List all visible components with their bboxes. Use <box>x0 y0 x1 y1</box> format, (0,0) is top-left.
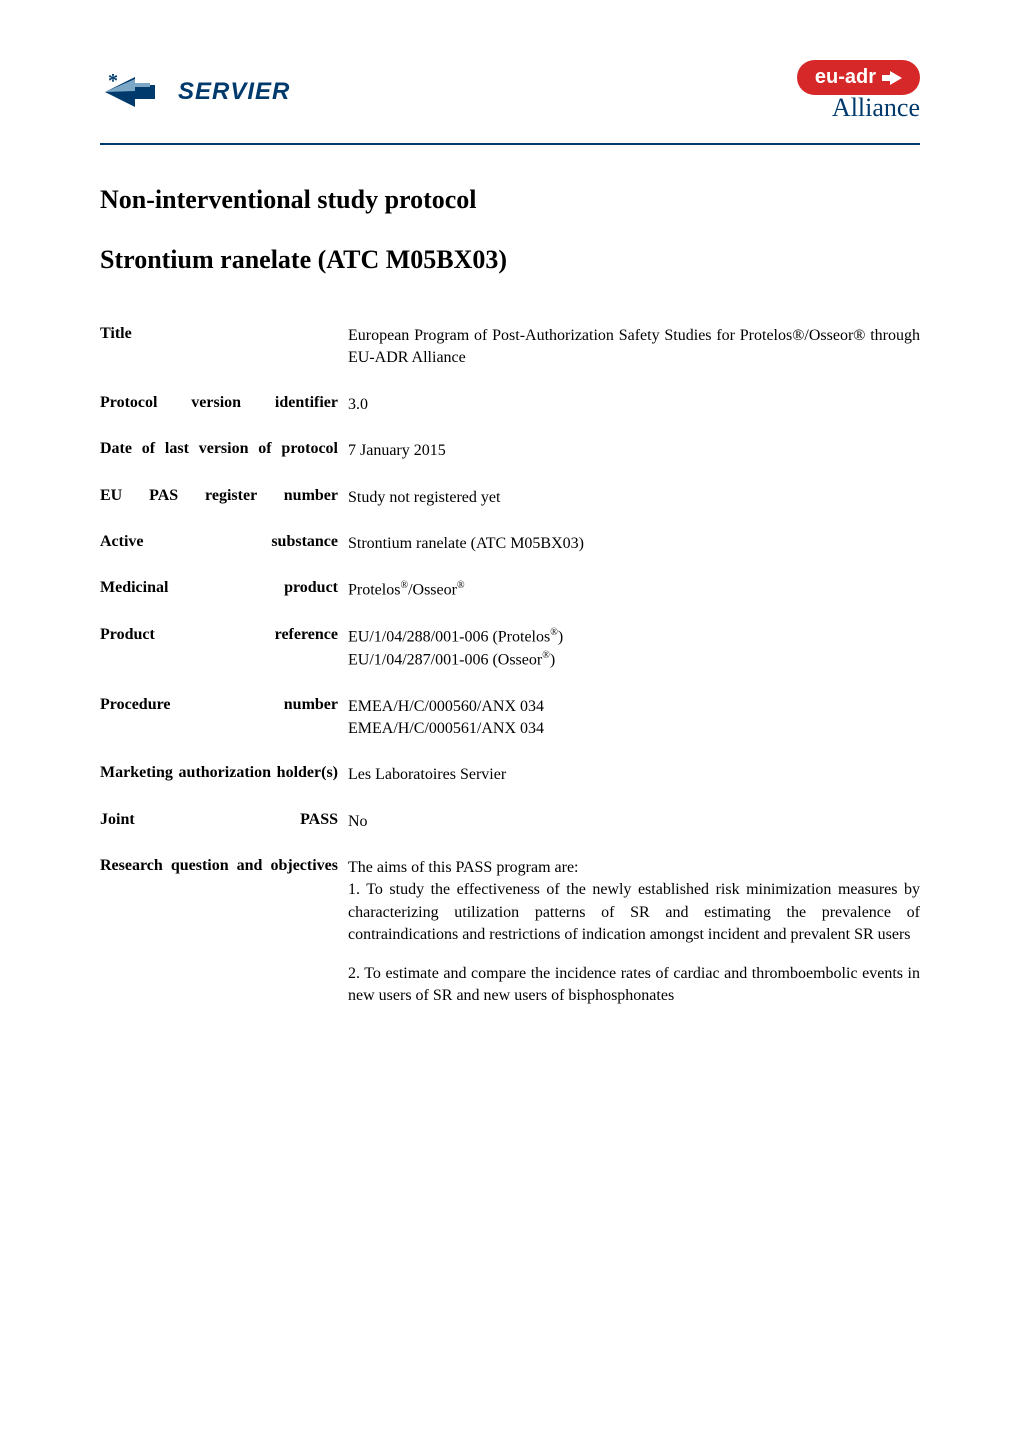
row-label: Protocol version identifier <box>100 394 348 440</box>
sub-title: Strontium ranelate (ATC M05BX03) <box>100 245 920 275</box>
row-value: European Program of Post-Authorization S… <box>348 325 920 394</box>
eu-adr-badge: eu-adr <box>797 60 920 95</box>
table-row: Protocol version identifier3.0 <box>100 394 920 440</box>
row-label: Title <box>100 325 348 394</box>
table-row: Product referenceEU/1/04/288/001-006 (Pr… <box>100 626 920 695</box>
main-title: Non-interventional study protocol <box>100 185 920 215</box>
row-label: Joint PASS <box>100 811 348 857</box>
row-value: EMEA/H/C/000560/ANX 034EMEA/H/C/000561/A… <box>348 696 920 765</box>
row-value: Les Laboratoires Servier <box>348 764 920 810</box>
arrow-icon <box>882 71 902 85</box>
row-label: Product reference <box>100 626 348 695</box>
svg-text:*: * <box>108 70 118 92</box>
table-row: TitleEuropean Program of Post-Authorizat… <box>100 325 920 394</box>
table-row: Date of last version of protocol7 Januar… <box>100 440 920 486</box>
table-row: Active substanceStrontium ranelate (ATC … <box>100 533 920 579</box>
table-row: Marketing authorization holder(s)Les Lab… <box>100 764 920 810</box>
row-value: Protelos®/Osseor® <box>348 579 920 626</box>
row-value: The aims of this PASS program are:1. To … <box>348 857 920 1031</box>
info-table: TitleEuropean Program of Post-Authorizat… <box>100 325 920 1031</box>
row-label: Research question and objectives <box>100 857 348 1031</box>
row-value: 3.0 <box>348 394 920 440</box>
table-row: Procedure numberEMEA/H/C/000560/ANX 034E… <box>100 696 920 765</box>
row-label: Active substance <box>100 533 348 579</box>
row-label: Medicinal product <box>100 579 348 626</box>
table-row: EU PAS register numberStudy not register… <box>100 487 920 533</box>
servier-logo-text: SERVIER <box>178 78 290 106</box>
row-value: 7 January 2015 <box>348 440 920 486</box>
row-value: Strontium ranelate (ATC M05BX03) <box>348 533 920 579</box>
servier-logo: * SERVIER <box>100 67 290 117</box>
table-row: Joint PASSNo <box>100 811 920 857</box>
row-label: Procedure number <box>100 696 348 765</box>
servier-arrow-icon: * <box>100 67 170 117</box>
row-value: EU/1/04/288/001-006 (Protelos®)EU/1/04/2… <box>348 626 920 695</box>
row-label: Marketing authorization holder(s) <box>100 764 348 810</box>
table-row: Medicinal productProtelos®/Osseor® <box>100 579 920 626</box>
eu-adr-logo: eu-adr Alliance <box>797 60 920 123</box>
document-header: * SERVIER eu-adr Alliance <box>100 60 920 123</box>
header-divider <box>100 143 920 145</box>
row-label: EU PAS register number <box>100 487 348 533</box>
table-row: Research question and objectivesThe aims… <box>100 857 920 1031</box>
row-value: Study not registered yet <box>348 487 920 533</box>
row-value: No <box>348 811 920 857</box>
alliance-text: Alliance <box>832 93 920 123</box>
row-label: Date of last version of protocol <box>100 440 348 486</box>
